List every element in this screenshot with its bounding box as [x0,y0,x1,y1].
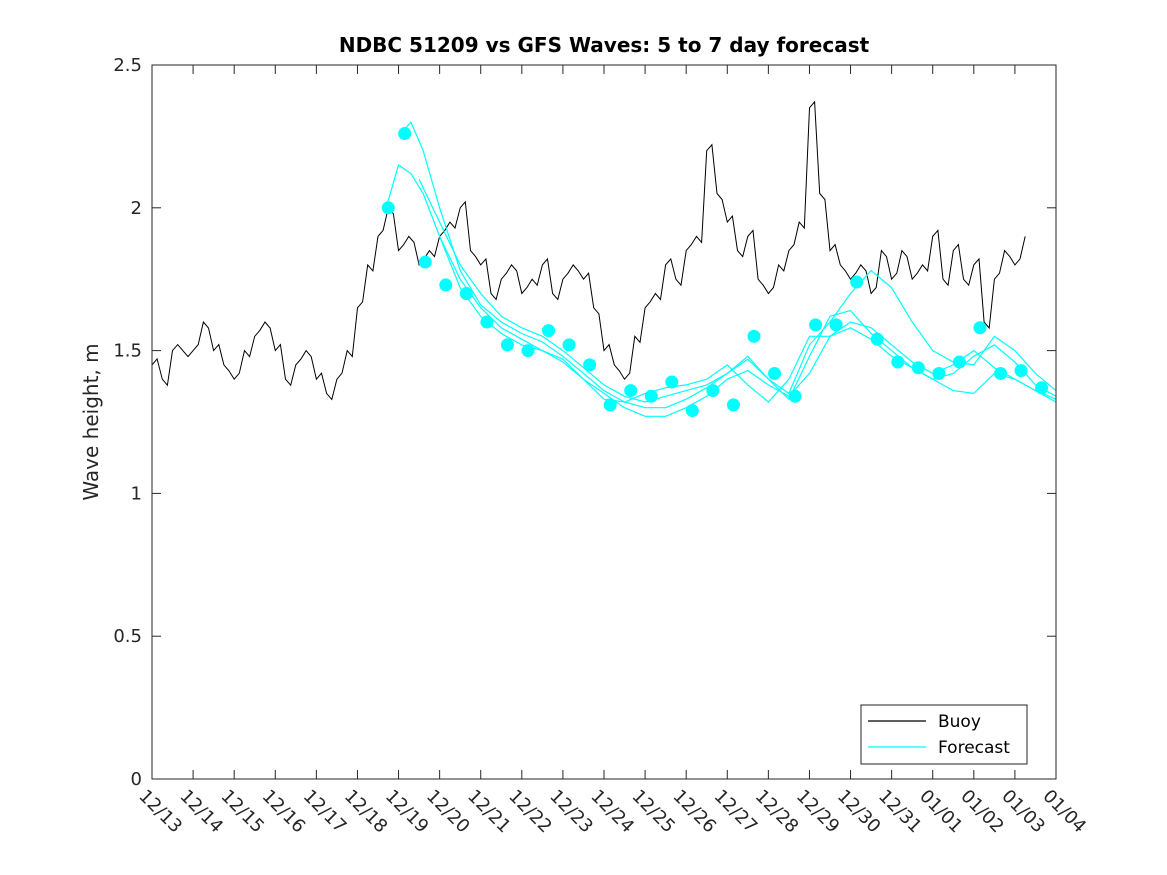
forecast-marker-3 [439,278,453,292]
forecast-marker-22 [829,318,843,332]
y-tick-label-2: 1 [131,483,142,504]
plot-area [152,65,1056,779]
forecast-marker-32 [1035,381,1049,395]
y-tick-label-4: 2 [131,198,142,219]
chart-title: NDBC 51209 vs GFS Waves: 5 to 7 day fore… [339,33,870,57]
buoy-series-line [151,100,1026,401]
forecast-series-line-4 [439,236,1057,417]
forecast-marker-28 [952,355,966,369]
forecast-series-line-3 [418,178,1057,403]
plot-frame [151,64,1057,780]
forecast-marker-8 [542,324,556,338]
forecast-marker-10 [583,358,597,372]
forecast-marker-17 [726,398,740,412]
forecast-marker-2 [418,255,432,269]
forecast-marker-29 [973,321,987,335]
y-tick-label-3: 1.5 [113,341,142,362]
forecast-marker-19 [768,366,782,380]
forecast-marker-9 [562,338,576,352]
forecast-marker-14 [665,375,679,389]
legend: Buoy Forecast [860,704,1028,765]
forecast-marker-5 [480,315,494,329]
forecast-marker-1 [398,127,412,141]
forecast-marker-6 [500,338,514,352]
forecast-marker-21 [809,318,823,332]
y-tick-label-0: 0 [131,769,142,790]
legend-box [860,704,1028,765]
forecast-marker-25 [891,355,905,369]
series-layer [151,100,1057,418]
forecast-marker-18 [747,329,761,343]
forecast-marker-30 [994,366,1008,380]
forecast-marker-26 [911,361,925,375]
y-tick-label-5: 2.5 [113,55,142,76]
forecast-marker-27 [932,366,946,380]
y-tick-label-1: 0.5 [113,626,142,647]
forecast-marker-16 [706,384,720,398]
forecast-marker-7 [521,344,535,358]
forecast-marker-13 [644,389,658,403]
forecast-marker-24 [870,332,884,346]
forecast-marker-11 [603,398,617,412]
forecast-marker-20 [788,389,802,403]
legend-label-forecast: Forecast [938,738,1010,758]
forecast-marker-0 [381,201,395,215]
forecast-marker-15 [685,404,699,418]
forecast-marker-23 [850,275,864,289]
legend-label-buoy: Buoy [938,712,981,732]
forecast-marker-4 [459,286,473,300]
forecast-marker-31 [1014,364,1028,378]
y-axis-label: Wave height, m [79,343,103,500]
forecast-marker-12 [624,384,638,398]
